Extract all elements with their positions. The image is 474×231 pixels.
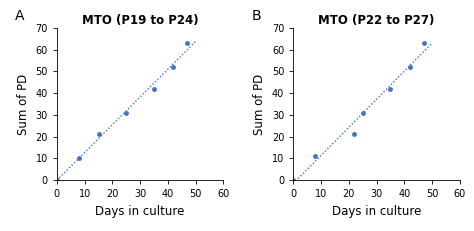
X-axis label: Days in culture: Days in culture [95,205,185,218]
X-axis label: Days in culture: Days in culture [332,205,421,218]
Y-axis label: Sum of PD: Sum of PD [253,73,266,135]
Title: MTO (P19 to P24): MTO (P19 to P24) [82,14,199,27]
Title: MTO (P22 to P27): MTO (P22 to P27) [319,14,435,27]
Y-axis label: Sum of PD: Sum of PD [17,73,30,135]
Text: A: A [15,9,25,23]
Text: B: B [252,9,261,23]
